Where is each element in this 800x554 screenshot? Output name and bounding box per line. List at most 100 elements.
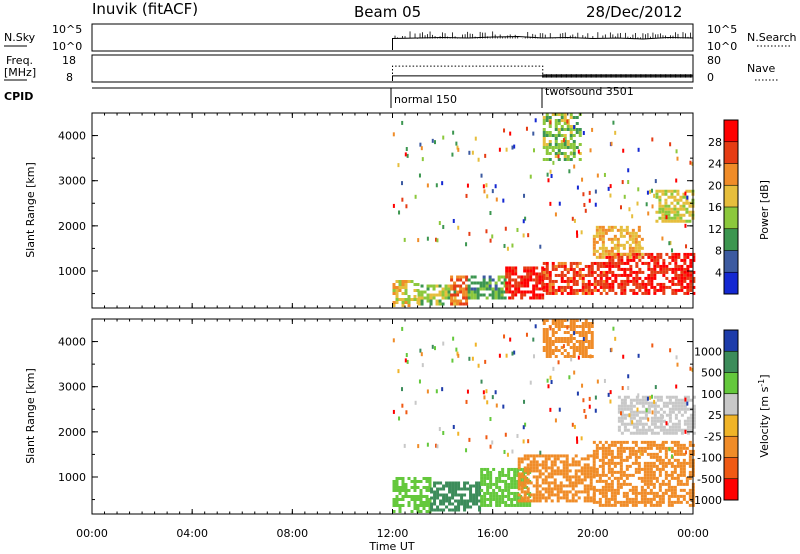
power-echo [525, 126, 528, 131]
power-echo [581, 177, 584, 182]
power-echo [419, 142, 422, 147]
velocity-cell [520, 487, 524, 491]
velocity-echo [594, 395, 597, 400]
power-cell [456, 284, 460, 288]
velocity-cell [655, 446, 659, 450]
velocity-cell [583, 478, 587, 482]
velocity-cell [677, 419, 681, 423]
power-cell [566, 155, 570, 158]
velocity-echo [436, 444, 439, 449]
power-cell [569, 146, 573, 149]
velocity-cell [516, 500, 520, 504]
velocity-cell [565, 460, 569, 464]
velocity-data [392, 319, 696, 513]
power-cell [679, 207, 683, 211]
velocity-cell [568, 499, 572, 503]
power-cell [505, 290, 509, 294]
velocity-cell [516, 479, 520, 483]
velocity-cell [542, 319, 546, 322]
velocity-cell [592, 500, 596, 504]
power-cell [447, 293, 451, 297]
velocity-cell [492, 497, 496, 501]
velocity-cell [433, 493, 437, 497]
velocity-cell [673, 485, 677, 489]
colorbar-tick-label: 500 [701, 367, 722, 380]
velocity-cell [510, 500, 514, 504]
power-cell [554, 267, 558, 271]
velocity-cell [622, 440, 626, 444]
power-cell [548, 279, 552, 283]
velocity-cell [401, 479, 405, 483]
velocity-cell [619, 503, 623, 507]
velocity-cell [392, 482, 396, 486]
power-cell [638, 285, 642, 289]
power-cell [578, 273, 582, 277]
velocity-echo [684, 429, 687, 434]
velocity-cell [643, 491, 647, 495]
power-cell [619, 243, 623, 247]
power-cell [629, 270, 633, 274]
velocity-cell [647, 428, 651, 432]
power-cell [482, 281, 486, 285]
velocity-cell [550, 487, 554, 491]
velocity-cell [583, 469, 587, 473]
power-echo [442, 224, 445, 229]
power-cell [566, 158, 570, 161]
velocity-cell [662, 428, 666, 432]
power-echo [434, 140, 437, 145]
velocity-cell [655, 443, 659, 447]
velocity-echo [576, 439, 579, 444]
velocity-cell [683, 395, 687, 399]
power-cell [638, 270, 642, 274]
velocity-cell [516, 485, 520, 489]
power-cell [682, 192, 686, 196]
velocity-cell [686, 398, 690, 402]
velocity-cell [652, 491, 656, 495]
velocity-echo [622, 354, 625, 359]
power-cell [613, 234, 617, 238]
velocity-cell [656, 395, 660, 399]
velocity-cell [535, 469, 539, 473]
velocity-cell [679, 470, 683, 474]
power-cell [572, 149, 576, 152]
velocity-echo [654, 385, 657, 390]
velocity-cell [532, 499, 536, 503]
velocity-cell [526, 472, 530, 476]
velocity-cell [673, 464, 677, 468]
power-cell [548, 291, 552, 295]
velocity-cell [395, 479, 399, 483]
velocity-cell [631, 452, 635, 456]
velocity-cell [522, 503, 526, 507]
velocity-cell [522, 467, 526, 471]
velocity-cell [407, 503, 411, 507]
power-cell [682, 195, 686, 199]
velocity-echo [435, 443, 438, 448]
velocity-cell [571, 496, 575, 500]
velocity-cell [590, 340, 594, 343]
power-cell [671, 267, 675, 271]
velocity-cell [454, 490, 458, 494]
power-echo [651, 204, 654, 209]
power-cell [620, 279, 624, 283]
velocity-cell [652, 464, 656, 468]
velocity-cell [628, 452, 632, 456]
velocity-cell [419, 503, 423, 507]
power-cell [401, 301, 405, 305]
velocity-cell [610, 458, 614, 462]
velocity-cell [553, 481, 557, 485]
power-cell [476, 281, 480, 285]
velocity-echo [532, 354, 535, 359]
power-cell [551, 261, 555, 265]
power-cell [404, 286, 408, 290]
power-cell [395, 301, 399, 305]
power-cell [511, 272, 515, 276]
power-cell [620, 288, 624, 292]
power-cell [520, 278, 524, 282]
velocity-cell [550, 490, 554, 494]
velocity-cell [526, 463, 530, 467]
velocity-cell [652, 455, 656, 459]
power-echo [468, 150, 471, 155]
velocity-cell [622, 503, 626, 507]
colorbar-tick-label: 4 [715, 266, 722, 279]
velocity-cell [692, 419, 696, 423]
